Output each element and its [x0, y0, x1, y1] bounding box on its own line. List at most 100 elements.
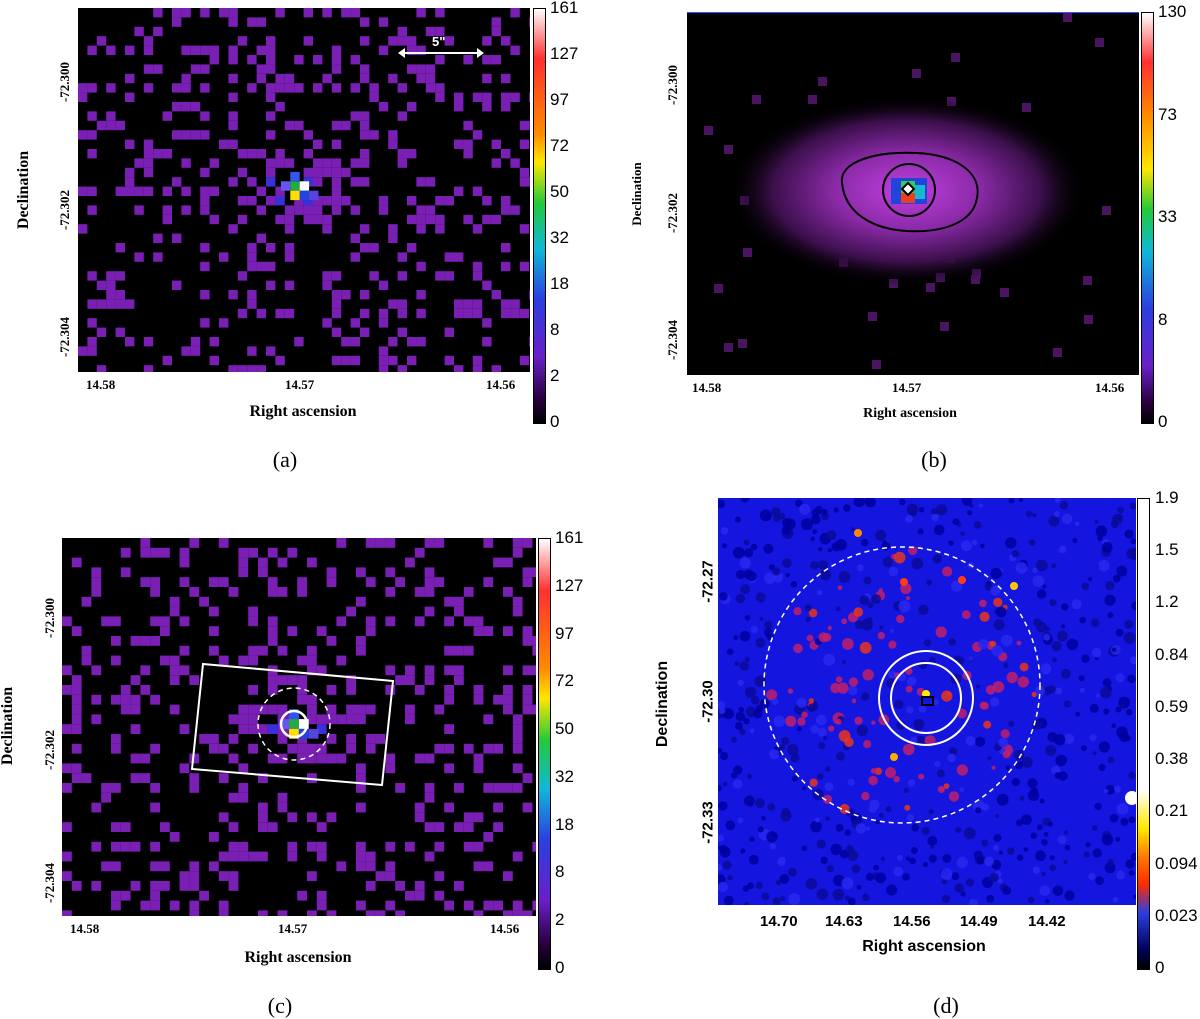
emission-blob [965, 736, 976, 746]
emission-blob [995, 606, 1007, 618]
count-pixel [179, 557, 190, 568]
point-source [890, 753, 898, 761]
emission-blob [722, 781, 728, 787]
count-pixel [512, 910, 523, 916]
emission-blob [1120, 704, 1125, 709]
emission-blob [893, 551, 906, 564]
panel-c-pixel-map [62, 538, 536, 916]
emission-blob [763, 628, 773, 637]
count-pixel [190, 102, 201, 112]
emission-blob [908, 545, 918, 556]
count-pixel [378, 280, 389, 290]
emission-blob [835, 718, 842, 725]
colorbar-tick-label: 0.023 [1155, 905, 1198, 925]
count-pixel [454, 299, 464, 309]
count-pixel [519, 261, 530, 272]
count-pixel [62, 910, 72, 916]
emission-blob [1035, 685, 1045, 696]
count-pixel [350, 233, 360, 243]
count-pixel [284, 120, 295, 131]
faint-pixel [808, 95, 817, 104]
colorbar-tick-label: 0 [555, 958, 565, 977]
emission-blob [755, 637, 766, 648]
emission-blob [1128, 869, 1135, 876]
count-pixel [425, 26, 436, 37]
count-pixel [369, 130, 379, 140]
panel-a-xtick-2: 14.57 [285, 377, 315, 392]
emission-blob [878, 813, 884, 818]
count-pixel [532, 636, 536, 646]
count-pixel [87, 299, 97, 309]
emission-blob [797, 717, 806, 726]
colorbar-tick-label: 8 [550, 320, 560, 339]
count-pixel [81, 655, 92, 666]
count-pixel [209, 734, 219, 744]
count-pixel [532, 567, 536, 578]
point-source [854, 529, 862, 537]
count-pixel [378, 196, 389, 206]
count-pixel [307, 694, 317, 705]
count-pixel [407, 45, 417, 55]
count-pixel [491, 17, 501, 27]
emission-blob [841, 660, 846, 664]
count-pixel [326, 577, 337, 587]
count-pixel [294, 205, 304, 215]
point-source [1010, 582, 1018, 590]
emission-blob [1023, 847, 1029, 852]
count-pixel [472, 186, 483, 196]
count-pixel [160, 616, 170, 627]
count-pixel [313, 139, 323, 149]
count-pixel [238, 557, 249, 568]
panel-b-xtick-1: 14.58 [692, 380, 722, 395]
count-pixel [228, 792, 239, 803]
count-pixel [416, 261, 426, 272]
emission-blob [987, 756, 992, 761]
count-pixel [414, 890, 425, 901]
emission-blob [740, 584, 751, 595]
colorbar-tick-label: 32 [555, 766, 574, 786]
colorbar-tick-label: 97 [550, 90, 569, 109]
count-pixel [267, 753, 278, 764]
emission-blob [1011, 550, 1020, 558]
panel-a-scale-arrow-right [477, 48, 484, 58]
emission-blob [816, 590, 823, 596]
count-pixel [297, 655, 307, 666]
count-pixel [388, 139, 398, 149]
emission-blob [743, 717, 750, 725]
count-pixel [322, 271, 332, 281]
emission-blob [719, 707, 726, 715]
count-pixel [71, 675, 82, 685]
count-pixel [130, 753, 141, 764]
count-pixel [491, 26, 501, 37]
emission-blob [1124, 529, 1134, 539]
emission-blob [967, 510, 973, 516]
emission-blob [790, 753, 800, 763]
count-pixel [512, 547, 523, 558]
emission-blob [976, 856, 985, 865]
count-pixel [350, 177, 360, 187]
emission-blob [905, 685, 913, 693]
emission-blob [940, 868, 953, 880]
count-pixel [331, 355, 342, 366]
count-pixel [277, 734, 288, 744]
count-pixel [360, 327, 370, 337]
count-pixel [111, 655, 121, 666]
emission-blob [743, 901, 750, 905]
emission-blob [1079, 616, 1087, 624]
emission-blob [903, 743, 915, 756]
count-pixel [316, 753, 327, 764]
count-pixel [331, 158, 342, 168]
emission-blob [801, 711, 808, 718]
emission-blob [1128, 771, 1136, 779]
count-pixel [303, 149, 313, 159]
count-pixel [115, 186, 125, 196]
count-pixel [228, 177, 238, 187]
emission-blob [1116, 803, 1129, 815]
panel-c-xlabel: Right ascension [244, 949, 352, 966]
count-pixel [341, 8, 351, 18]
emission-blob [1001, 634, 1013, 647]
count-pixel [179, 881, 190, 891]
emission-blob [1089, 703, 1099, 713]
count-pixel [120, 567, 131, 578]
faint-pixel [743, 248, 752, 257]
